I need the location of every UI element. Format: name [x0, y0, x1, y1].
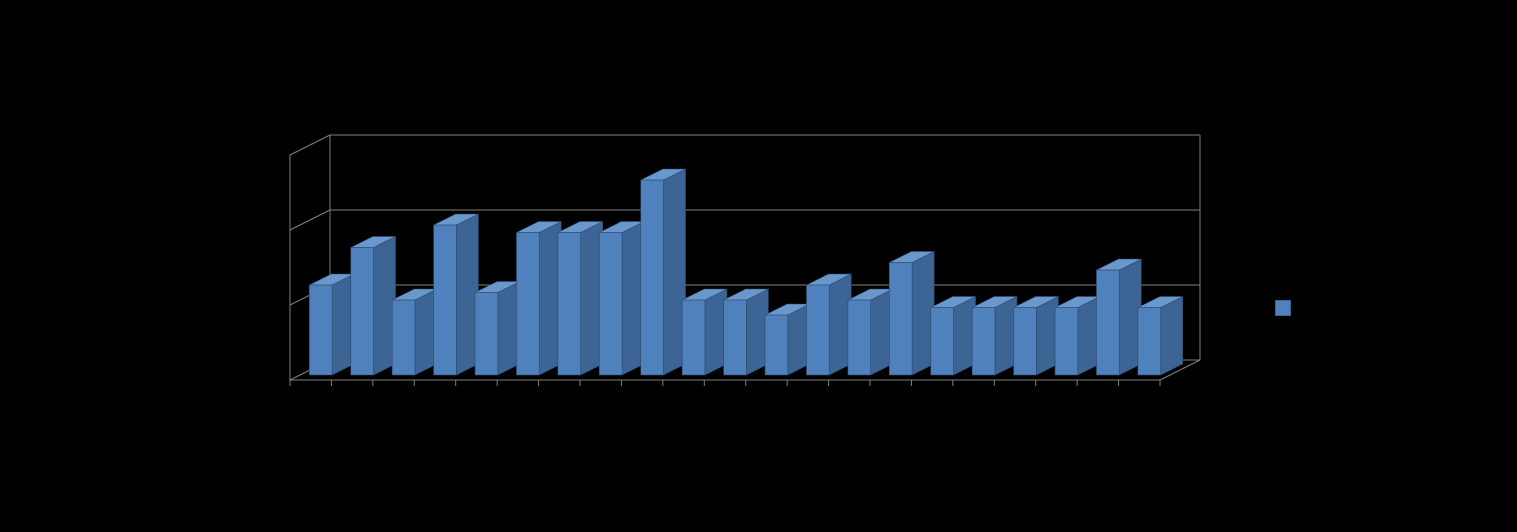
chart-container	[0, 0, 1517, 532]
bar-chart-3d	[0, 0, 1517, 532]
legend-swatch	[1275, 300, 1291, 316]
legend	[1275, 300, 1291, 316]
